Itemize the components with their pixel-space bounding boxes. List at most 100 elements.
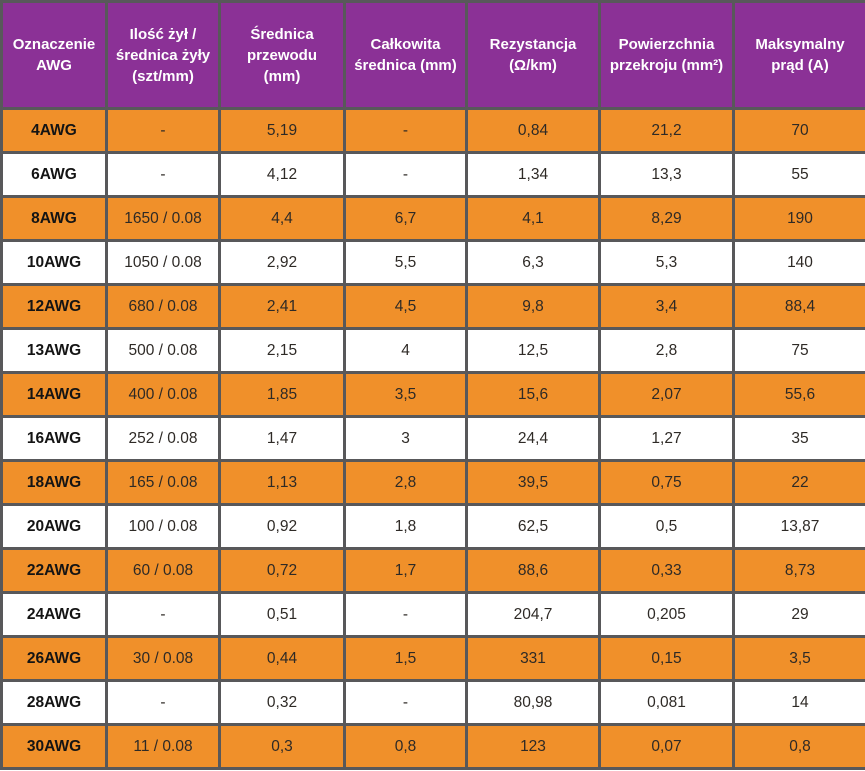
- table-cell: 88,6: [465, 547, 601, 594]
- table-cell: 6,7: [343, 195, 468, 242]
- table-cell: 5,5: [343, 239, 468, 286]
- column-header-max-current: Maksymalny prąd (A): [732, 0, 865, 110]
- table-cell: 100 / 0.08: [105, 503, 221, 550]
- table-cell: 400 / 0.08: [105, 371, 221, 418]
- table-cell: 0,081: [598, 679, 735, 726]
- table-cell: 680 / 0.08: [105, 283, 221, 330]
- table-cell: 0,44: [218, 635, 346, 682]
- table-row: 22AWG 60 / 0.08 0,72 1,7 88,6 0,33 8,73: [0, 547, 865, 594]
- column-header-awg: Oznaczenie AWG: [0, 0, 108, 110]
- table-cell: 13,3: [598, 151, 735, 198]
- table-cell: 8,29: [598, 195, 735, 242]
- table-cell: 55,6: [732, 371, 865, 418]
- table-cell: 2,8: [343, 459, 468, 506]
- table-cell: 0,15: [598, 635, 735, 682]
- table-cell: 62,5: [465, 503, 601, 550]
- table-cell: 8,73: [732, 547, 865, 594]
- table-cell: 0,72: [218, 547, 346, 594]
- table-row: 26AWG 30 / 0.08 0,44 1,5 331 0,15 3,5: [0, 635, 865, 682]
- table-cell: 35: [732, 415, 865, 462]
- table-row: 18AWG 165 / 0.08 1,13 2,8 39,5 0,75 22: [0, 459, 865, 506]
- column-header-cross-section: Powierzchnia przekroju (mm²): [598, 0, 735, 110]
- table-cell: -: [343, 151, 468, 198]
- table-row: 6AWG -4,12-1,34 13,3 55: [0, 151, 865, 198]
- table-header: Oznaczenie AWG Ilość żył / średnica żyły…: [0, 0, 865, 110]
- table-cell: 0,84: [465, 107, 601, 154]
- table-row: 30AWG 11 / 0.08 0,3 0,8 123 0,07 0,8: [0, 723, 865, 770]
- table-header-row: Oznaczenie AWG Ilość żył / średnica żyły…: [0, 0, 865, 110]
- table-cell: 2,15: [218, 327, 346, 374]
- table-cell: 70: [732, 107, 865, 154]
- awg-label-cell: 26AWG: [0, 635, 108, 682]
- table-body: 4AWG -5,19-0,84 21,2 70 6AWG -4,12-1,34 13,3 55…: [0, 107, 865, 770]
- table-cell: 2,41: [218, 283, 346, 330]
- column-header-cores: Ilość żył / średnica żyły (szt/mm): [105, 0, 221, 110]
- table-cell: -: [105, 107, 221, 154]
- table-row: 10AWG 1050 / 0.08 2,92 5,5 6,3 5,3 140: [0, 239, 865, 286]
- awg-label-cell: 16AWG: [0, 415, 108, 462]
- table-cell: 1,27: [598, 415, 735, 462]
- table-cell: -: [343, 679, 468, 726]
- table-cell: 3,4: [598, 283, 735, 330]
- table-cell: 0,8: [343, 723, 468, 770]
- awg-label-cell: 6AWG: [0, 151, 108, 198]
- awg-label-cell: 20AWG: [0, 503, 108, 550]
- table-cell: 30 / 0.08: [105, 635, 221, 682]
- awg-label-cell: 8AWG: [0, 195, 108, 242]
- table-cell: 1650 / 0.08: [105, 195, 221, 242]
- table-row: 14AWG 400 / 0.08 1,85 3,5 15,6 2,07 55,6: [0, 371, 865, 418]
- table-cell: 3: [343, 415, 468, 462]
- table-cell: 331: [465, 635, 601, 682]
- table-cell: 252 / 0.08: [105, 415, 221, 462]
- table-cell: 2,8: [598, 327, 735, 374]
- table-cell: 88,4: [732, 283, 865, 330]
- table-cell: 1,5: [343, 635, 468, 682]
- table-cell: 24,4: [465, 415, 601, 462]
- table-cell: 0,75: [598, 459, 735, 506]
- table-cell: 3,5: [343, 371, 468, 418]
- table-cell: 1,13: [218, 459, 346, 506]
- table-row: 20AWG 100 / 0.08 0,92 1,8 62,5 0,5 13,87: [0, 503, 865, 550]
- table-cell: 4,4: [218, 195, 346, 242]
- table-cell: 39,5: [465, 459, 601, 506]
- table-cell: -: [343, 591, 468, 638]
- awg-label-cell: 22AWG: [0, 547, 108, 594]
- awg-label-cell: 10AWG: [0, 239, 108, 286]
- table-cell: 165 / 0.08: [105, 459, 221, 506]
- table-cell: 0,3: [218, 723, 346, 770]
- table-cell: 5,3: [598, 239, 735, 286]
- table-cell: 0,32: [218, 679, 346, 726]
- table-cell: 0,51: [218, 591, 346, 638]
- awg-label-cell: 13AWG: [0, 327, 108, 374]
- table-cell: 4: [343, 327, 468, 374]
- table-cell: 60 / 0.08: [105, 547, 221, 594]
- table-cell: 0,8: [732, 723, 865, 770]
- table-row: 4AWG -5,19-0,84 21,2 70: [0, 107, 865, 154]
- table-cell: 55: [732, 151, 865, 198]
- table-cell: 21,2: [598, 107, 735, 154]
- table-cell: -: [105, 151, 221, 198]
- table-row: 28AWG -0,32-80,98 0,081 14: [0, 679, 865, 726]
- column-header-resistance: Rezystancja (Ω/km): [465, 0, 601, 110]
- table-cell: 4,12: [218, 151, 346, 198]
- table-cell: 12,5: [465, 327, 601, 374]
- table-cell: 0,205: [598, 591, 735, 638]
- table-cell: 1,8: [343, 503, 468, 550]
- table-cell: 29: [732, 591, 865, 638]
- table-cell: 500 / 0.08: [105, 327, 221, 374]
- table-cell: 14: [732, 679, 865, 726]
- awg-label-cell: 14AWG: [0, 371, 108, 418]
- table-cell: 1,7: [343, 547, 468, 594]
- table-cell: 22: [732, 459, 865, 506]
- table-cell: 6,3: [465, 239, 601, 286]
- awg-label-cell: 24AWG: [0, 591, 108, 638]
- table-cell: 204,7: [465, 591, 601, 638]
- table-row: 13AWG 500 / 0.08 2,15 4 12,5 2,8 75: [0, 327, 865, 374]
- table-cell: 0,5: [598, 503, 735, 550]
- table-cell: 11 / 0.08: [105, 723, 221, 770]
- table-cell: 13,87: [732, 503, 865, 550]
- awg-label-cell: 30AWG: [0, 723, 108, 770]
- table-cell: 9,8: [465, 283, 601, 330]
- column-header-total-diameter: Całkowita średnica (mm): [343, 0, 468, 110]
